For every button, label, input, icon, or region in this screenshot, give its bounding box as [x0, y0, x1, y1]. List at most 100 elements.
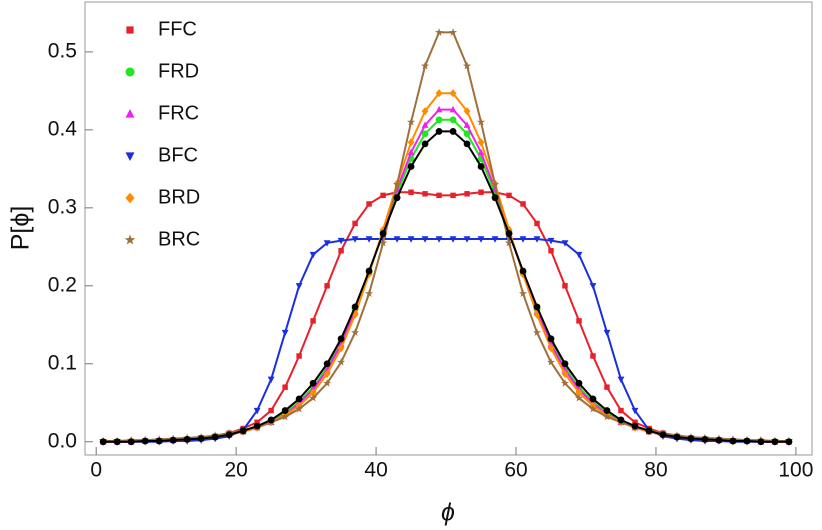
data-point: [366, 201, 372, 207]
data-point: [463, 121, 471, 128]
data-point: [197, 435, 205, 443]
legend-marker: [125, 67, 135, 77]
data-point: [771, 438, 779, 446]
x-tick-label: 40: [364, 459, 387, 482]
data-point: [589, 395, 597, 403]
y-tick-label: 0.4: [48, 117, 78, 140]
legend-label: BFC: [158, 144, 198, 166]
data-point: [253, 422, 261, 430]
data-point: [281, 412, 290, 421]
data-point: [337, 335, 345, 343]
data-point: [379, 230, 387, 237]
x-tick-label: 20: [224, 459, 247, 482]
data-point: [421, 236, 429, 243]
data-point: [393, 194, 401, 202]
data-point: [477, 236, 485, 243]
data-point: [337, 344, 345, 353]
data-point: [518, 289, 528, 298]
data-point: [715, 436, 723, 444]
data-point: [183, 436, 191, 443]
data-point: [533, 236, 541, 243]
data-point: [449, 236, 457, 243]
data-point: [477, 163, 485, 170]
series-line: [103, 191, 789, 443]
data-point: [506, 192, 512, 199]
data-point: [324, 283, 330, 289]
data-point: [547, 344, 555, 353]
data-point: [463, 130, 471, 138]
legend-marker: [126, 26, 134, 34]
legend-label: FFC: [158, 18, 197, 40]
legend-marker: [125, 192, 135, 204]
data-point: [603, 329, 611, 337]
data-point: [449, 89, 457, 98]
legend-label: BRD: [158, 186, 200, 208]
plot-frame: [84, 1, 813, 456]
data-point: [449, 28, 458, 36]
data-point: [281, 329, 289, 337]
data-point: [309, 388, 317, 397]
data-point: [422, 191, 428, 197]
data-point: [310, 318, 316, 324]
data-point: [562, 283, 568, 289]
data-point: [393, 180, 402, 188]
data-point: [337, 237, 345, 245]
data-point: [225, 431, 233, 439]
y-tick-label: 0.5: [48, 39, 77, 62]
data-point: [393, 236, 401, 243]
data-point: [450, 192, 456, 199]
data-point: [631, 407, 639, 415]
data-point: [351, 303, 359, 311]
data-point: [575, 379, 583, 387]
data-point: [449, 105, 457, 113]
data-point: [463, 107, 471, 116]
data-point: [282, 384, 288, 390]
data-point: [519, 236, 527, 243]
data-point: [295, 404, 304, 413]
data-point: [546, 357, 556, 366]
data-point: [435, 28, 444, 36]
x-tick-label: 100: [778, 459, 813, 482]
x-tick-label: 60: [504, 459, 527, 482]
data-point: [604, 384, 610, 390]
data-point: [267, 376, 275, 384]
data-point: [561, 369, 569, 378]
data-point: [323, 379, 332, 387]
data-point: [575, 251, 583, 259]
data-point: [463, 236, 471, 243]
data-point: [407, 236, 415, 243]
data-point: [407, 138, 415, 147]
data-point: [253, 407, 261, 415]
data-point: [490, 180, 500, 188]
legend-label: FRD: [158, 60, 199, 82]
data-point: [407, 163, 415, 170]
data-point: [504, 238, 514, 247]
y-axis-label: P[ϕ]: [7, 206, 35, 251]
data-point: [532, 328, 542, 337]
data-point: [169, 436, 177, 444]
data-point: [268, 407, 274, 414]
data-point: [449, 128, 457, 135]
data-point: [365, 236, 373, 243]
data-point: [645, 427, 653, 435]
data-point: [785, 438, 793, 446]
data-point: [505, 230, 513, 237]
data-point: [421, 61, 430, 70]
data-point: [519, 267, 527, 275]
x-tick-label: 0: [90, 459, 102, 482]
data-point: [127, 438, 135, 446]
data-point: [211, 433, 219, 441]
data-point: [464, 191, 470, 197]
data-point: [352, 220, 358, 227]
data-point: [323, 240, 331, 247]
data-point: [421, 130, 429, 138]
data-point: [365, 267, 373, 275]
data-point: [407, 117, 416, 126]
data-point: [239, 427, 247, 435]
data-point: [351, 236, 359, 243]
data-point: [729, 437, 737, 445]
data-point: [687, 435, 695, 443]
data-point: [520, 201, 526, 207]
data-point: [463, 140, 471, 148]
